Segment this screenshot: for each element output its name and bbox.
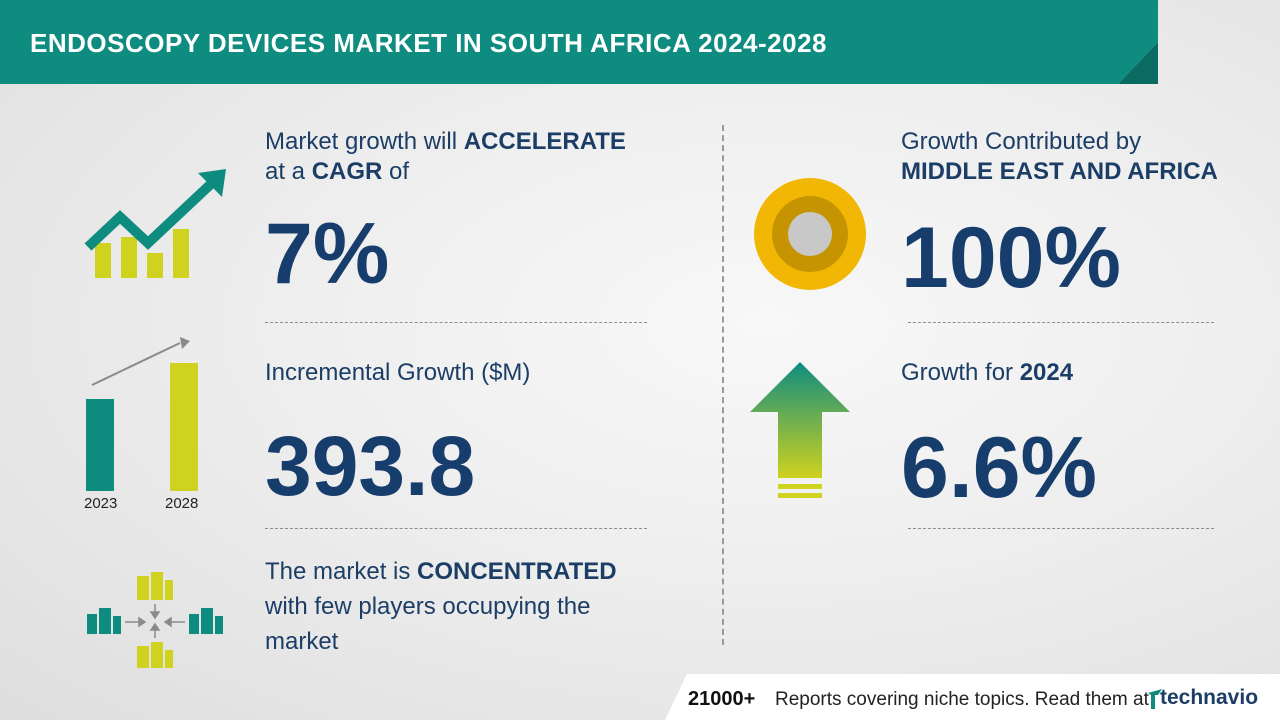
up-arrow-icon (750, 362, 850, 498)
separator-left-2 (265, 528, 647, 529)
technavio-logo-icon (1148, 689, 1162, 709)
separator-right-2 (908, 528, 1214, 529)
footer-bar (665, 674, 1280, 720)
footer-report-count: 21000+ (688, 688, 756, 710)
title-banner (0, 0, 1158, 84)
incremental-label: Incremental Growth ($M) (265, 359, 531, 386)
bar-comparison-icon (86, 337, 198, 491)
cagr-value: 7% (265, 206, 390, 302)
yoy-label: Growth for 2024 (901, 359, 1074, 386)
region-label-line1: Growth Contributed by (901, 128, 1142, 155)
donut-icon (754, 178, 866, 290)
year-start-label: 2023 (84, 495, 118, 512)
separator-left-1 (265, 322, 647, 323)
footer-text: Reports covering niche topics. Read them… (775, 689, 1149, 710)
concentration-label-line2: with few players occupying the (265, 593, 591, 620)
region-value: 100% (901, 210, 1121, 306)
separator-right-1 (908, 322, 1214, 323)
technavio-brand-link[interactable]: technavio (1160, 686, 1259, 709)
page-title: ENDOSCOPY DEVICES MARKET IN SOUTH AFRICA… (30, 28, 827, 58)
concentration-label-line3: market (265, 628, 339, 655)
buildings-converging-icon (87, 572, 223, 668)
center-divider (722, 125, 724, 645)
cagr-label-line2: at a CAGR of (265, 158, 410, 185)
incremental-value: 393.8 (265, 419, 476, 513)
yoy-value: 6.6% (901, 420, 1098, 516)
concentration-label-line1: The market is CONCENTRATED (265, 558, 617, 585)
cagr-label-line1: Market growth will ACCELERATE (265, 128, 626, 155)
region-label-bold: MIDDLE EAST AND AFRICA (901, 158, 1218, 185)
growth-chart-arrow-icon (84, 169, 226, 278)
year-end-label: 2028 (165, 495, 199, 512)
